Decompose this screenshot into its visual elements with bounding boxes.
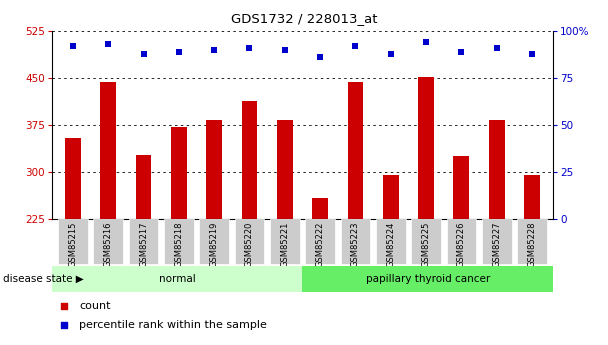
Point [412,85,421,91]
Point [527,51,537,56]
Text: GSM85216: GSM85216 [104,221,112,267]
Point [492,45,502,51]
Point [139,51,148,56]
FancyBboxPatch shape [199,219,229,264]
Point [457,49,466,55]
Bar [489,120,505,219]
FancyBboxPatch shape [376,219,406,264]
FancyBboxPatch shape [411,219,441,264]
FancyBboxPatch shape [482,219,511,264]
Bar [100,82,116,219]
Bar [348,82,364,219]
Bar [65,138,81,219]
Bar [136,155,151,219]
FancyBboxPatch shape [303,266,553,292]
Text: GSM85223: GSM85223 [351,221,360,267]
Text: papillary thyroid cancer: papillary thyroid cancer [366,274,490,284]
FancyBboxPatch shape [52,266,303,292]
Text: GSM85222: GSM85222 [316,221,325,267]
Text: GSM85219: GSM85219 [210,221,219,267]
Text: GSM85224: GSM85224 [386,221,395,267]
Bar [454,156,469,219]
Bar [383,175,399,219]
Point [244,45,254,51]
Bar [418,77,434,219]
FancyBboxPatch shape [270,219,300,264]
Text: normal: normal [159,274,195,284]
Text: GSM85220: GSM85220 [245,221,254,267]
Point [103,41,113,47]
FancyBboxPatch shape [58,219,88,264]
Point [68,43,78,49]
FancyBboxPatch shape [517,219,547,264]
Point [209,47,219,53]
Text: GSM85217: GSM85217 [139,221,148,267]
FancyBboxPatch shape [305,219,335,264]
Bar [206,120,222,219]
Text: GDS1732 / 228013_at: GDS1732 / 228013_at [231,12,377,25]
FancyBboxPatch shape [447,219,476,264]
Text: percentile rank within the sample: percentile rank within the sample [79,320,267,330]
Text: GSM85218: GSM85218 [174,221,184,267]
Point [386,51,396,56]
FancyBboxPatch shape [129,219,158,264]
Point [412,255,421,260]
Point [316,55,325,60]
Point [421,40,431,45]
Bar [524,175,540,219]
FancyBboxPatch shape [340,219,370,264]
Bar [312,198,328,219]
Text: GSM85225: GSM85225 [421,221,430,267]
Text: GSM85215: GSM85215 [68,221,77,267]
Point [280,47,289,53]
Text: GSM85227: GSM85227 [492,221,501,267]
FancyBboxPatch shape [94,219,123,264]
Text: GSM85228: GSM85228 [528,221,537,267]
Point [351,43,361,49]
Bar [277,120,293,219]
Text: GSM85221: GSM85221 [280,221,289,267]
Text: count: count [79,302,111,311]
Point [174,49,184,55]
Bar [241,101,257,219]
Text: GSM85226: GSM85226 [457,221,466,267]
FancyBboxPatch shape [235,219,264,264]
Bar [171,127,187,219]
FancyBboxPatch shape [164,219,194,264]
Text: disease state ▶: disease state ▶ [3,274,84,284]
